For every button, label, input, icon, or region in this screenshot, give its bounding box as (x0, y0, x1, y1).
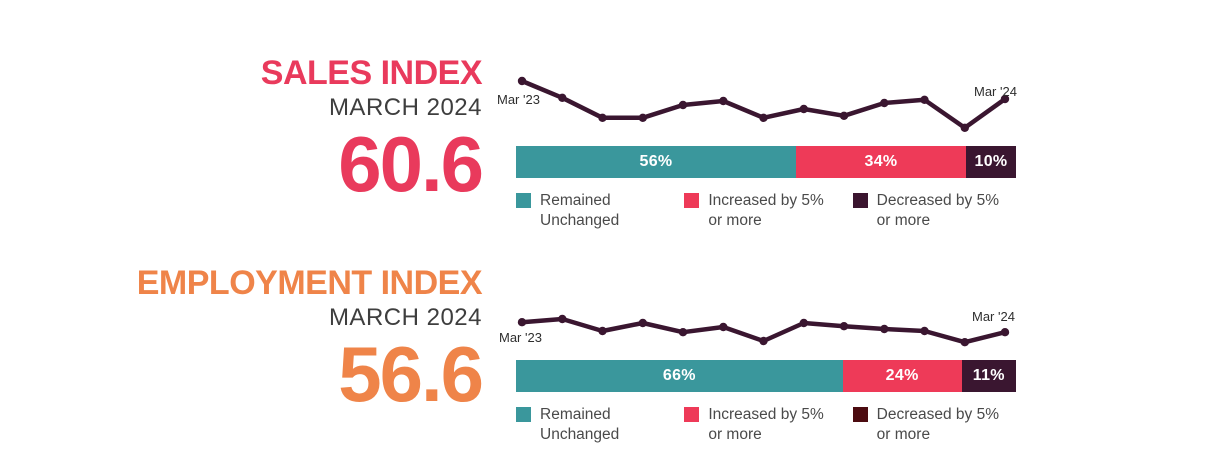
sales-index-subtitle: MARCH 2024 (328, 94, 482, 121)
teal-swatch-icon (516, 193, 531, 208)
sparkline-point (799, 104, 808, 114)
sparkline-point (678, 328, 688, 337)
sparkline-point (638, 318, 647, 328)
employment-legend-label-decreased: Decreased by 5% or more (876, 406, 999, 443)
sales-stacked-bar: 56% 34% 10% (516, 146, 1016, 178)
bar-segment: 66% (516, 360, 843, 392)
employment-legend-item-increased: Increased by 5% or more (684, 405, 852, 445)
bar-segment-label: 10% (974, 153, 1008, 170)
sales-sparkline-chart (517, 76, 1010, 132)
bar-segment-label: 34% (864, 153, 898, 170)
sales-index-title: SALES INDEX (260, 54, 483, 92)
dark-purple-swatch-icon (852, 193, 868, 208)
sales-legend: Remained Unchanged Increased by 5% or mo… (516, 191, 1021, 231)
sparkline-point (719, 96, 728, 106)
sparkline-point (759, 336, 768, 346)
bar-segment-label: 56% (639, 153, 673, 170)
employment-legend: Remained Unchanged Increased by 5% or mo… (516, 405, 1021, 445)
sales-sparkline-start-label: Mar '23 (497, 92, 540, 107)
bar-segment: 56% (516, 146, 796, 178)
bar-segment: 34% (796, 146, 966, 178)
bar-segment: 24% (842, 360, 962, 392)
sales-sparkline-end-label: Mar '24 (974, 84, 1017, 99)
sparkline-point (558, 314, 567, 324)
pink-swatch-icon (684, 193, 700, 208)
employment-stacked-bar: 66% 24% 11% (516, 360, 1016, 392)
sparkline-point (638, 113, 647, 122)
employment-sparkline-start-label: Mar '23 (499, 330, 542, 345)
sales-index-value: 60.6 (338, 120, 484, 208)
employment-legend-label-remained: Remained Unchanged (540, 406, 620, 443)
sparkline-point (558, 93, 567, 102)
sales-legend-label-remained: Remained Unchanged (540, 192, 620, 229)
sales-legend-label-decreased: Decreased by 5% or more (876, 192, 999, 229)
sparkline-point (920, 326, 929, 336)
sparkline-point (517, 76, 527, 86)
sparkline-point (839, 322, 849, 331)
employment-legend-label-increased: Increased by 5% or more (708, 406, 824, 443)
employment-sparkline-chart (517, 314, 1010, 347)
sparkline-point (839, 111, 849, 120)
sales-text-block: SALES INDEX MARCH 2024 60.6 (0, 54, 484, 208)
sparkline-point (719, 322, 728, 332)
sparkline-point (960, 338, 969, 347)
sparkline-point (920, 95, 929, 104)
sales-legend-item-increased: Increased by 5% or more (684, 191, 852, 231)
sparkline-point (517, 318, 527, 327)
bar-segment-label: 24% (885, 367, 919, 384)
dark-maroon-swatch-icon (852, 407, 868, 422)
employment-index-value: 56.6 (338, 330, 484, 418)
bar-segment: 11% (961, 360, 1016, 392)
sparkline-point (799, 318, 808, 328)
sparkline-point (598, 113, 607, 122)
teal-swatch-icon (516, 407, 531, 422)
employment-index-title: EMPLOYMENT INDEX (136, 264, 483, 302)
employment-legend-item-decreased: Decreased by 5% or more (852, 405, 1021, 445)
sparkline-point (880, 98, 889, 108)
sales-legend-label-increased: Increased by 5% or more (708, 192, 824, 229)
pink-swatch-icon (684, 407, 700, 422)
sparkline-point (960, 123, 969, 132)
bar-segment-label: 11% (972, 367, 1005, 384)
bar-segment: 10% (966, 146, 1016, 178)
sales-legend-item-remained: Remained Unchanged (516, 191, 684, 231)
sparkline-point (1000, 328, 1010, 337)
sparkline-point (678, 100, 688, 110)
sparkline-point (1000, 94, 1010, 104)
employment-index-subtitle: MARCH 2024 (328, 304, 482, 331)
sparkline-point (880, 324, 889, 334)
sparkline-point (759, 113, 768, 122)
bar-segment-label: 66% (662, 367, 696, 384)
employment-legend-item-remained: Remained Unchanged (516, 405, 684, 445)
sales-legend-item-decreased: Decreased by 5% or more (852, 191, 1021, 231)
employment-text-block: EMPLOYMENT INDEX MARCH 2024 56.6 (0, 264, 484, 418)
employment-sparkline-end-label: Mar '24 (972, 309, 1015, 324)
sparkline-point (598, 326, 607, 336)
